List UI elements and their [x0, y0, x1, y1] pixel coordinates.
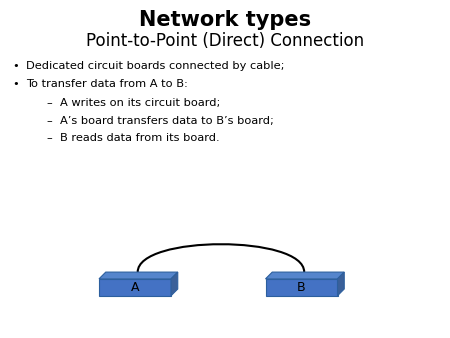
Text: •: •: [13, 61, 19, 71]
Text: –  B reads data from its board.: – B reads data from its board.: [47, 133, 220, 143]
Text: Dedicated circuit boards connected by cable;: Dedicated circuit boards connected by ca…: [26, 61, 284, 71]
Text: Point-to-Point (Direct) Connection: Point-to-Point (Direct) Connection: [86, 32, 364, 50]
Text: Network types: Network types: [139, 10, 311, 30]
FancyBboxPatch shape: [99, 279, 171, 296]
Text: B: B: [297, 281, 306, 294]
Text: –  A’s board transfers data to B’s board;: – A’s board transfers data to B’s board;: [47, 116, 274, 126]
Polygon shape: [338, 272, 344, 296]
Polygon shape: [99, 272, 178, 279]
Text: •: •: [13, 79, 19, 90]
Text: –  A writes on its circuit board;: – A writes on its circuit board;: [47, 98, 220, 108]
Text: To transfer data from A to B:: To transfer data from A to B:: [26, 79, 188, 90]
FancyBboxPatch shape: [266, 279, 338, 296]
Polygon shape: [266, 272, 344, 279]
Polygon shape: [171, 272, 178, 296]
Text: A: A: [131, 281, 139, 294]
